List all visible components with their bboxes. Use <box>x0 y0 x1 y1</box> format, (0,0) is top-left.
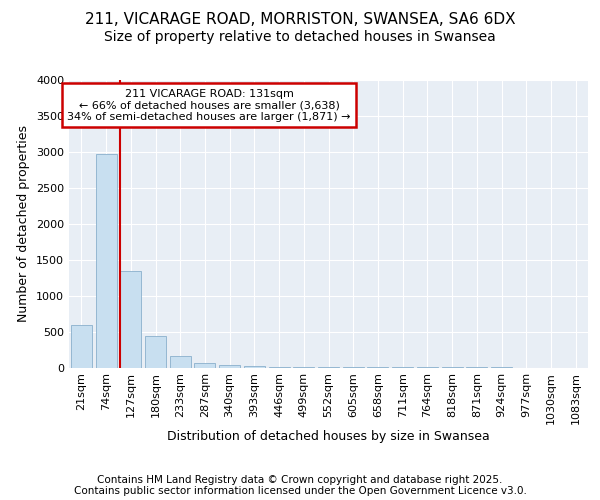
Text: 211 VICARAGE ROAD: 131sqm
← 66% of detached houses are smaller (3,638)
34% of se: 211 VICARAGE ROAD: 131sqm ← 66% of detac… <box>67 88 351 122</box>
Bar <box>95 154 116 368</box>
Bar <box>219 365 240 368</box>
Bar <box>244 366 265 368</box>
Text: Contains public sector information licensed under the Open Government Licence v3: Contains public sector information licen… <box>74 486 526 496</box>
Text: 211, VICARAGE ROAD, MORRISTON, SWANSEA, SA6 6DX: 211, VICARAGE ROAD, MORRISTON, SWANSEA, … <box>85 12 515 28</box>
Bar <box>120 271 141 368</box>
Text: Size of property relative to detached houses in Swansea: Size of property relative to detached ho… <box>104 30 496 44</box>
Bar <box>269 367 290 368</box>
X-axis label: Distribution of detached houses by size in Swansea: Distribution of detached houses by size … <box>167 430 490 443</box>
Bar <box>170 356 191 368</box>
Bar <box>293 367 314 368</box>
Bar <box>194 362 215 368</box>
Y-axis label: Number of detached properties: Number of detached properties <box>17 125 31 322</box>
Bar <box>71 324 92 368</box>
Bar <box>145 336 166 368</box>
Text: Contains HM Land Registry data © Crown copyright and database right 2025.: Contains HM Land Registry data © Crown c… <box>97 475 503 485</box>
